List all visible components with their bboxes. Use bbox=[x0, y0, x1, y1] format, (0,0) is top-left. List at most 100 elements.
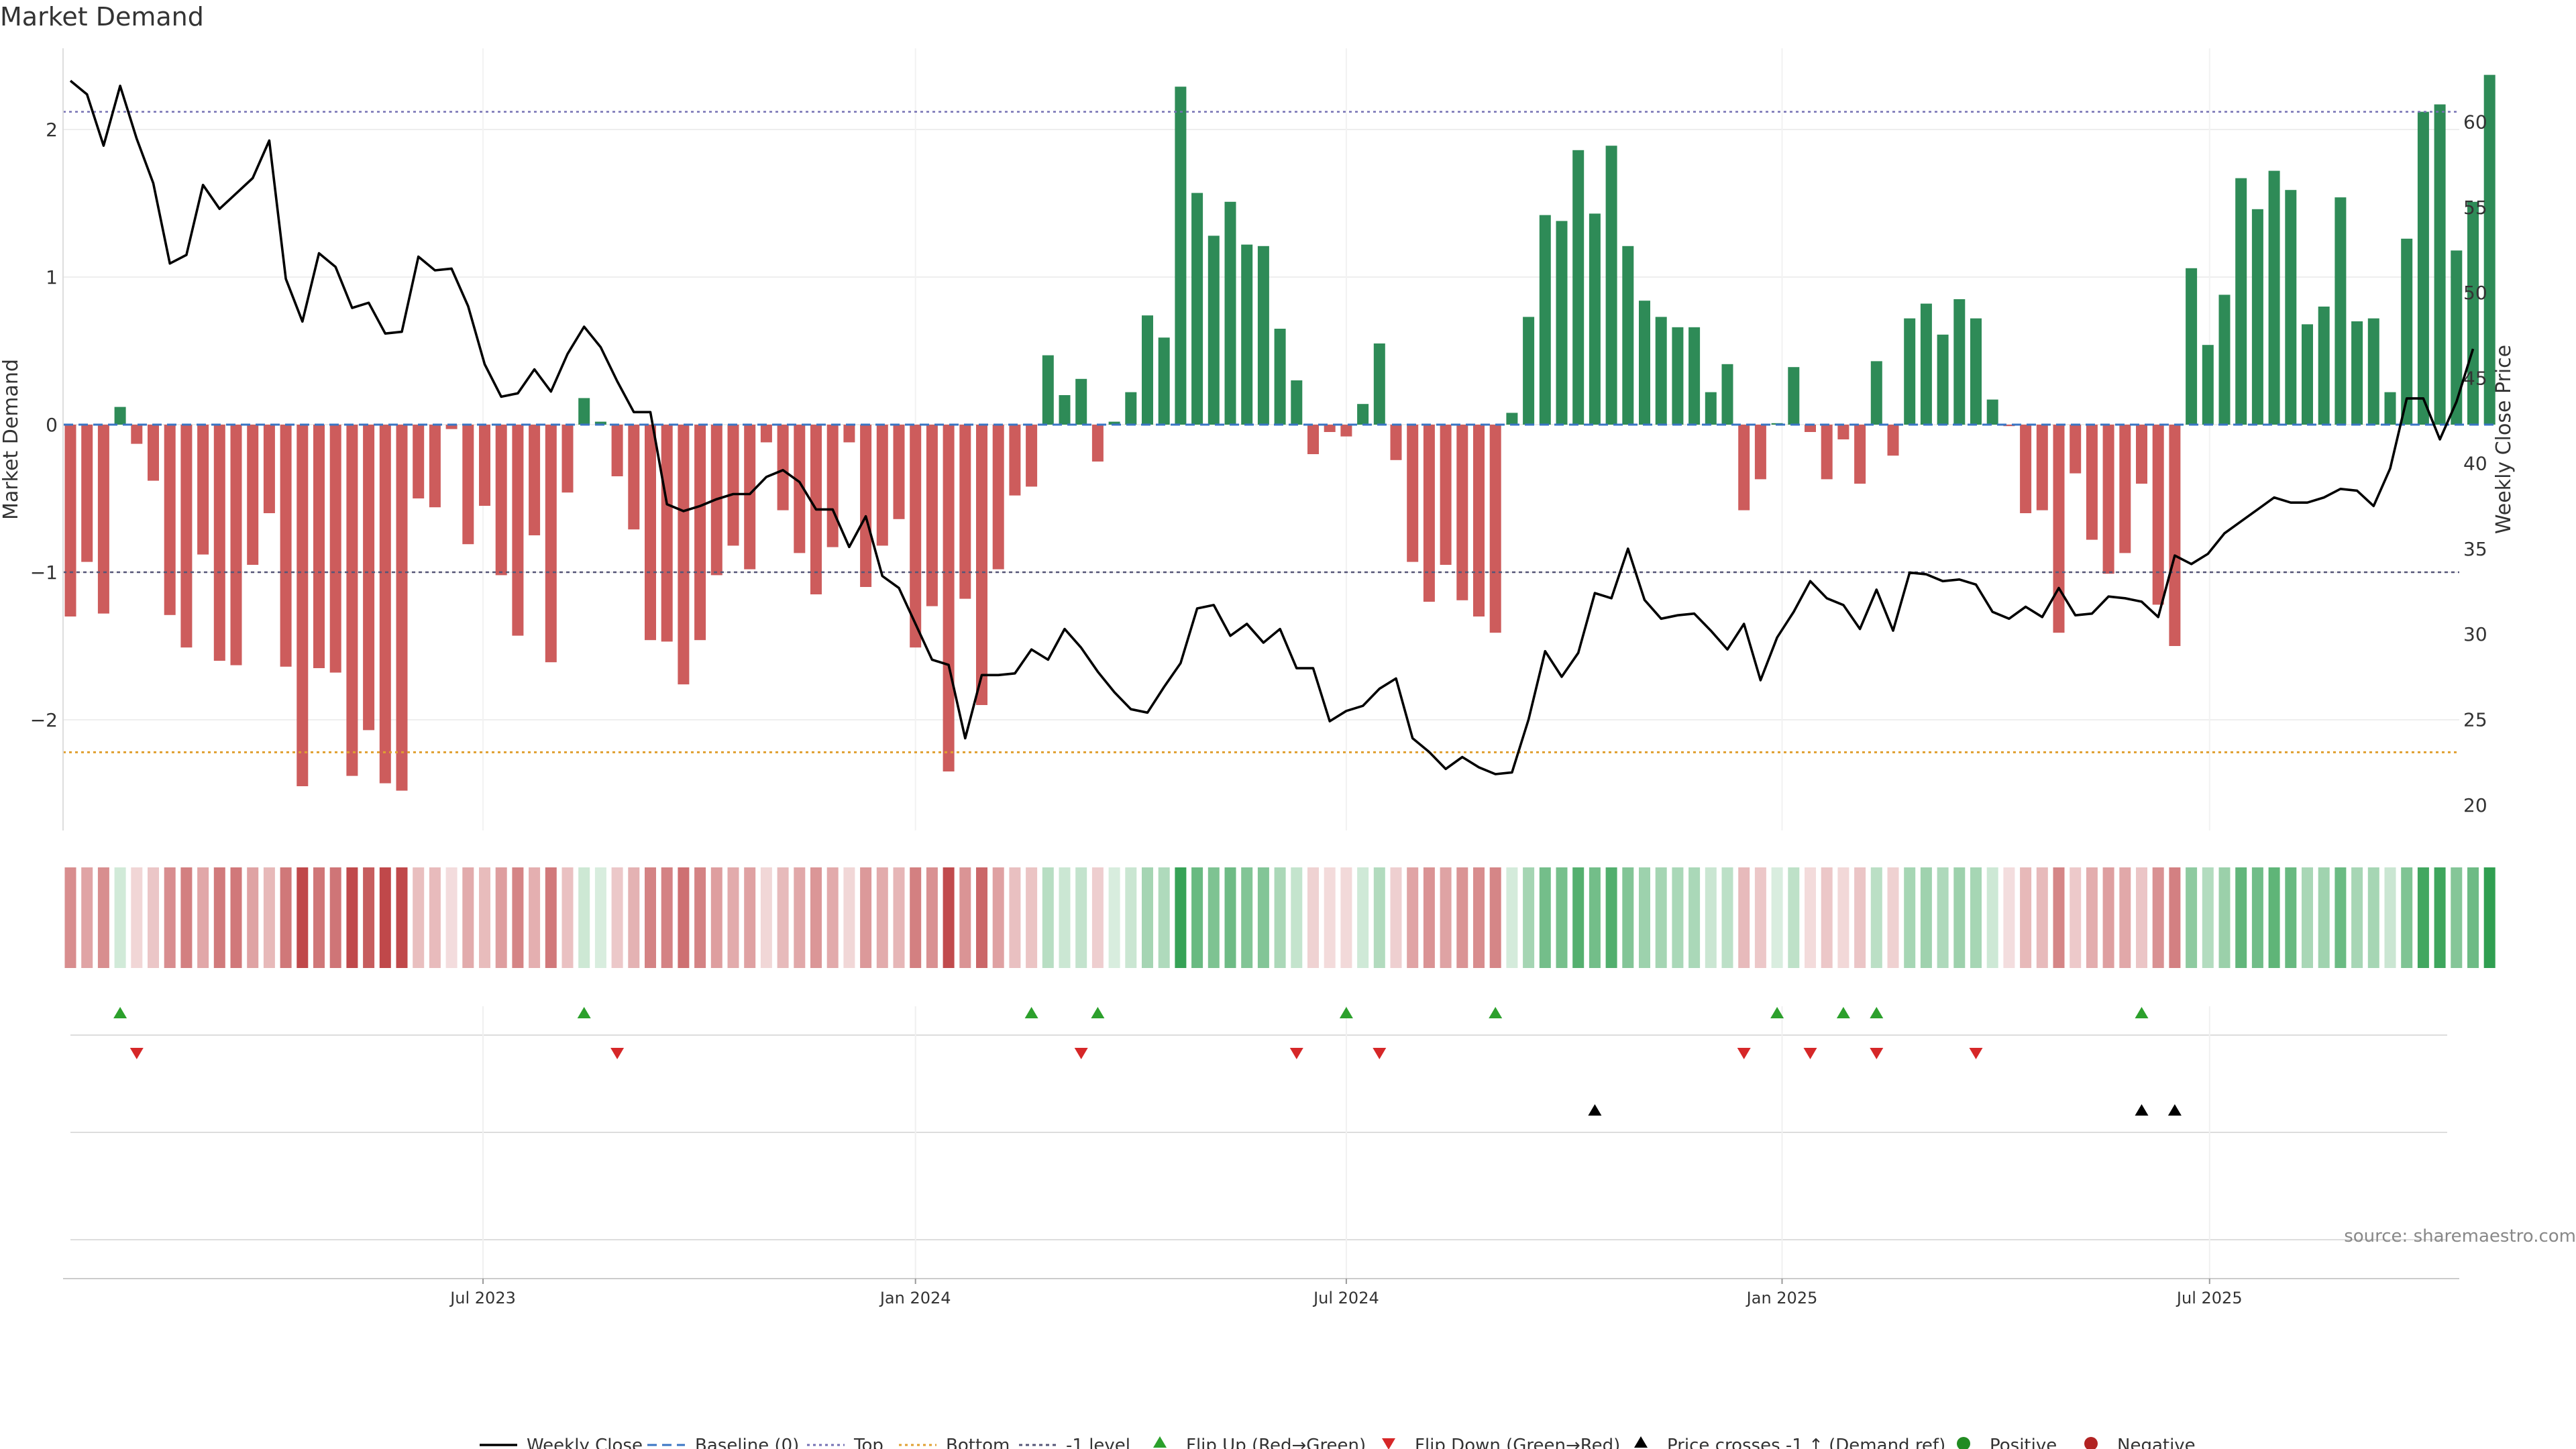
flip-down-marker bbox=[1373, 1048, 1387, 1059]
demand-bar bbox=[2334, 197, 2347, 425]
heat-cell bbox=[1721, 867, 1733, 968]
demand-bar bbox=[247, 425, 259, 565]
legend-item-bottom: Bottom bbox=[899, 1436, 1010, 1449]
main-demand-panel: 2 1 0 −1 −2 60 55 50 45 40 35 30 25 20 Market Demand… bbox=[0, 48, 2516, 830]
legend-item-minus-one: -1 level bbox=[1019, 1436, 1130, 1449]
y2-tick-label: 45 bbox=[2463, 367, 2487, 389]
demand-bar bbox=[794, 425, 806, 553]
demand-bar bbox=[1688, 327, 1701, 425]
heat-cell bbox=[1672, 867, 1684, 968]
demand-bar bbox=[429, 425, 441, 508]
heat-cell bbox=[1307, 867, 1319, 968]
demand-bar bbox=[479, 425, 490, 506]
heat-cell bbox=[1837, 867, 1849, 968]
demand-bar bbox=[760, 425, 772, 443]
heat-cell bbox=[429, 867, 441, 968]
demand-bar bbox=[976, 425, 987, 705]
flip-up-marker bbox=[1091, 1007, 1105, 1018]
demand-bar bbox=[1091, 425, 1104, 462]
heat-cell bbox=[992, 867, 1004, 968]
heat-cell bbox=[1191, 867, 1203, 968]
demand-bar bbox=[578, 398, 590, 425]
legend-item-flip-up: Flip Up (Red→Green) bbox=[1153, 1436, 1366, 1449]
heat-cell bbox=[794, 867, 806, 968]
heat-cell bbox=[910, 867, 922, 968]
heat-cell bbox=[131, 867, 143, 968]
demand-bar bbox=[1572, 150, 1585, 425]
heat-cell bbox=[2251, 867, 2263, 968]
heat-cell bbox=[1357, 867, 1369, 968]
flip-down-markers bbox=[129, 1048, 1983, 1059]
demand-bar bbox=[1307, 425, 1319, 454]
heat-cell bbox=[1456, 867, 1468, 968]
heat-cell bbox=[1622, 867, 1634, 968]
demand-bar bbox=[1208, 235, 1220, 425]
heat-cell bbox=[1920, 867, 1932, 968]
chart-title: Market Demand bbox=[0, 2, 204, 32]
heat-cell bbox=[611, 867, 623, 968]
demand-bar bbox=[1390, 425, 1402, 460]
demand-bar bbox=[744, 425, 756, 570]
legend-item-top: Top bbox=[807, 1436, 883, 1449]
y2-tick-label: 20 bbox=[2463, 794, 2487, 816]
demand-bar bbox=[959, 425, 971, 599]
demand-bar bbox=[1059, 395, 1071, 425]
heat-cell bbox=[1556, 867, 1568, 968]
demand-bar bbox=[1937, 334, 1949, 425]
demand-bar bbox=[694, 425, 706, 641]
demand-bar bbox=[1986, 399, 1998, 425]
demand-bar bbox=[2136, 425, 2147, 484]
demand-bar bbox=[561, 425, 574, 493]
demand-bar bbox=[2086, 425, 2098, 540]
demand-heat-strip bbox=[64, 867, 2496, 968]
demand-bar bbox=[2119, 425, 2131, 553]
legend-item-positive: Positive bbox=[1957, 1436, 2057, 1449]
demand-bar bbox=[280, 425, 292, 667]
flip-up-marker bbox=[113, 1007, 127, 1018]
demand-bar bbox=[81, 425, 93, 562]
demand-bar bbox=[926, 425, 938, 606]
heat-cell bbox=[1489, 867, 1501, 968]
heat-cell bbox=[2102, 867, 2114, 968]
demand-bar bbox=[379, 425, 391, 784]
demand-bar bbox=[910, 425, 922, 648]
heat-cell bbox=[1473, 867, 1485, 968]
flip-down-marker bbox=[1289, 1048, 1303, 1059]
x-axis: Jul 2023 Jan 2024 Jul 2024 Jan 2025 Jul 2025 bbox=[63, 1278, 2459, 1307]
demand-bar bbox=[2434, 104, 2446, 425]
heat-cell bbox=[1373, 867, 1385, 968]
heat-cell bbox=[213, 867, 225, 968]
flip-down-marker bbox=[1074, 1048, 1088, 1059]
demand-bar bbox=[1357, 404, 1369, 425]
heat-cell bbox=[1142, 867, 1153, 968]
demand-bar bbox=[2152, 425, 2164, 605]
demand-bar bbox=[1539, 215, 1551, 425]
demand-bar bbox=[164, 425, 176, 615]
heat-cell bbox=[2235, 867, 2247, 968]
heat-cell bbox=[2186, 867, 2198, 968]
flip-up-markers bbox=[113, 1007, 2149, 1018]
heat-cell bbox=[247, 867, 259, 968]
heat-cell bbox=[594, 867, 606, 968]
heat-cell bbox=[561, 867, 574, 968]
demand-bar bbox=[1672, 327, 1684, 425]
demand-bar bbox=[1953, 299, 1966, 425]
heat-cell bbox=[462, 867, 474, 968]
demand-bar bbox=[2417, 111, 2429, 425]
heat-cell bbox=[1754, 867, 1766, 968]
legend-item-price-cross: Price crosses -1 ↑ (Demand ref) bbox=[1634, 1436, 1945, 1449]
demand-bar bbox=[2070, 425, 2082, 474]
demand-bar bbox=[628, 425, 640, 530]
heat-cell bbox=[64, 867, 76, 968]
heat-cell bbox=[313, 867, 325, 968]
heat-cell bbox=[2152, 867, 2164, 968]
demand-bar bbox=[943, 425, 955, 771]
heat-cell bbox=[297, 867, 309, 968]
heat-cell bbox=[1075, 867, 1087, 968]
heat-cell bbox=[1655, 867, 1667, 968]
heat-cell bbox=[1059, 867, 1071, 968]
demand-bar bbox=[1655, 317, 1667, 425]
demand-bar bbox=[462, 425, 474, 545]
heat-cell bbox=[876, 867, 888, 968]
